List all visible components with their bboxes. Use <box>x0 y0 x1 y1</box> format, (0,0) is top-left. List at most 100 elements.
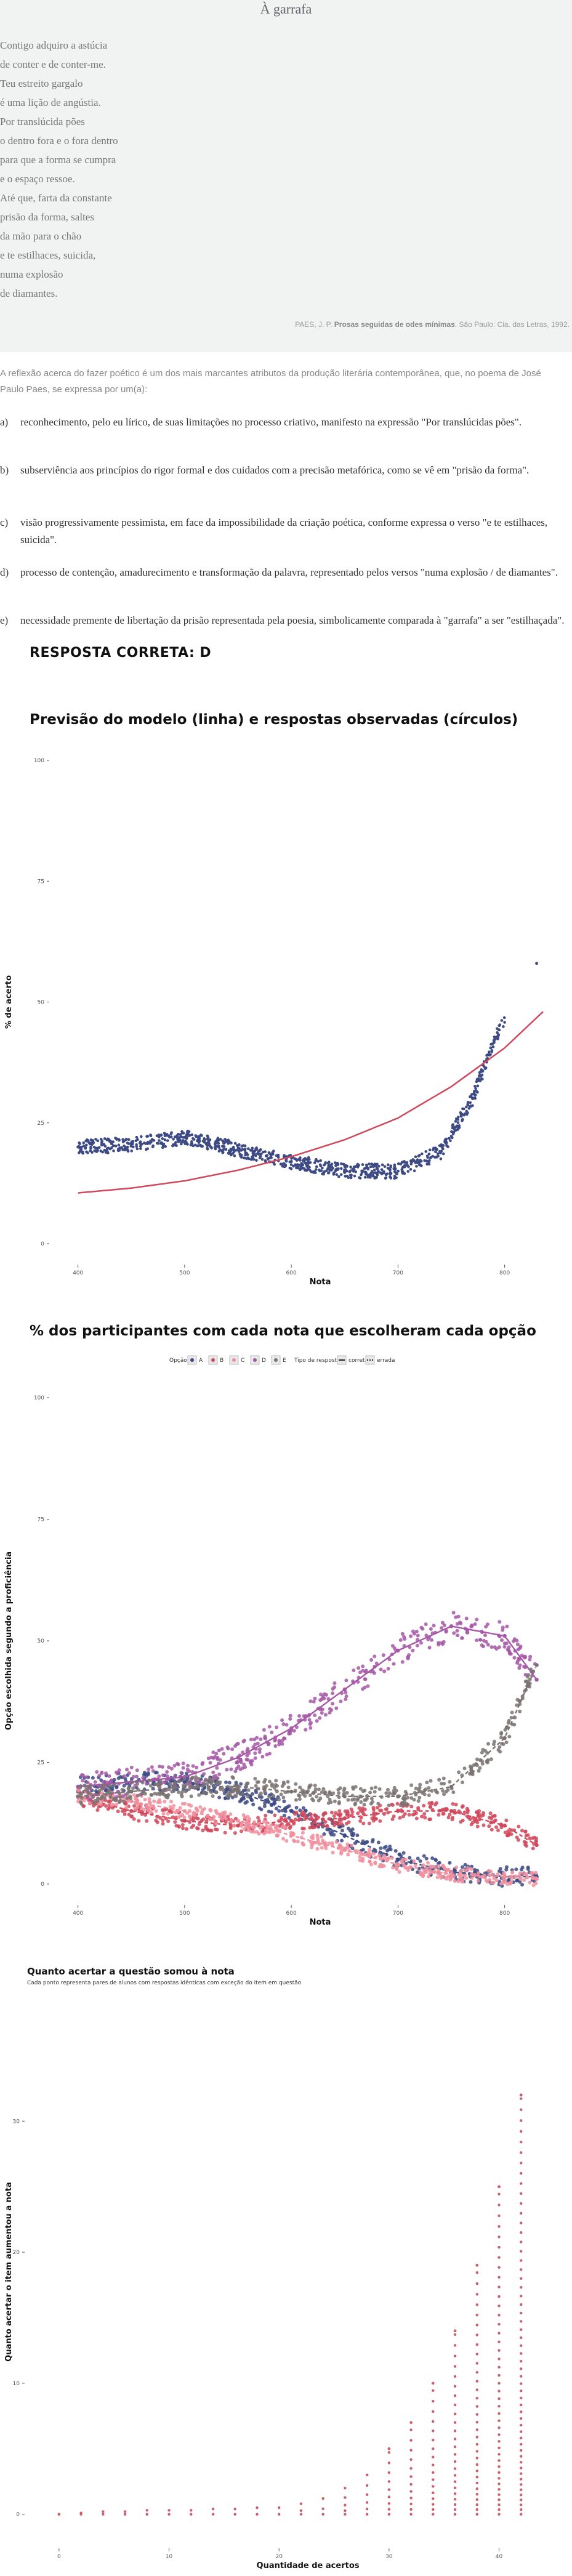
option-e-point <box>384 1791 389 1795</box>
observed-point <box>135 1147 139 1151</box>
increase-point <box>278 2513 281 2516</box>
option-c-point <box>503 1879 507 1883</box>
option-c-point <box>284 1838 289 1843</box>
option-e-point <box>214 1790 218 1794</box>
observed-point <box>299 1156 302 1159</box>
option-a-point <box>238 1800 242 1804</box>
option-e-point <box>489 1757 493 1761</box>
option-d-point <box>270 1730 274 1734</box>
observed-point <box>214 1140 217 1143</box>
option-e-point <box>113 1782 117 1787</box>
option-c-point <box>154 1809 158 1813</box>
observed-point <box>315 1157 318 1161</box>
option-b-point <box>487 1824 491 1829</box>
observed-point <box>435 1148 438 1151</box>
observed-point <box>413 1169 416 1172</box>
observed-point <box>393 1177 396 1180</box>
option-b-point <box>224 1820 228 1824</box>
observed-point <box>497 1034 501 1037</box>
option-e-point <box>442 1792 446 1797</box>
legend-dot-a <box>190 1358 194 1362</box>
option-b-point <box>522 1840 526 1844</box>
observed-point <box>496 1031 499 1034</box>
observed-point <box>116 1148 120 1151</box>
legend-dot-e <box>274 1358 278 1362</box>
increase-point <box>409 2482 413 2486</box>
option-a-line <box>78 1781 536 1878</box>
observed-point <box>476 1084 480 1088</box>
observed-point <box>500 1019 504 1022</box>
observed-point <box>301 1166 305 1170</box>
option-e-point <box>503 1728 507 1732</box>
option-d-point <box>257 1750 262 1754</box>
observed-point <box>207 1141 211 1145</box>
option-e-point <box>441 1776 446 1781</box>
option-e-point <box>255 1780 259 1784</box>
option-e-point <box>164 1793 168 1798</box>
observed-point <box>368 1162 371 1165</box>
option-c-point <box>441 1864 445 1869</box>
option-e-point <box>253 1777 257 1781</box>
y-tick-label: 10 <box>13 2381 20 2387</box>
option-c-point <box>198 1805 203 1809</box>
option-e-point <box>180 1794 184 1798</box>
observed-point <box>158 1139 161 1142</box>
poem-line: de conter e de conter-me. <box>0 58 106 70</box>
poem-line: Por translúcida pões <box>0 116 85 127</box>
option-a-point <box>388 1844 392 1848</box>
option-b-point <box>467 1816 471 1820</box>
option-e-point <box>313 1784 317 1788</box>
option-e-point <box>203 1779 207 1783</box>
option-b-point <box>201 1817 206 1822</box>
option-d-point <box>84 1775 89 1779</box>
increase-point <box>520 2352 523 2355</box>
option-d-point <box>451 1611 456 1615</box>
legend-option-label: E <box>283 1358 286 1364</box>
option-e-point <box>486 1758 490 1762</box>
observed-point <box>480 1077 483 1081</box>
option-e-point <box>99 1797 103 1801</box>
observed-point <box>146 1142 149 1145</box>
observed-point <box>251 1156 254 1159</box>
observed-point <box>335 1173 339 1177</box>
increase-point <box>256 2513 259 2516</box>
option-d-point <box>259 1737 263 1742</box>
observed-point <box>188 1134 191 1137</box>
option-d-point <box>187 1769 191 1773</box>
increase-point <box>409 2475 413 2478</box>
option-e-point <box>320 1790 324 1794</box>
option-d-point <box>277 1742 281 1747</box>
alternative-a: a) reconhecimento, pelo eu lírico, de su… <box>0 414 566 431</box>
option-b-point <box>475 1821 480 1825</box>
option-b-point <box>215 1827 219 1832</box>
observed-point <box>267 1151 271 1154</box>
option-d-point <box>267 1741 271 1745</box>
option-d-point <box>172 1763 177 1768</box>
option-d-point <box>235 1760 240 1765</box>
option-c-point <box>395 1867 399 1872</box>
option-c-point <box>413 1863 417 1867</box>
observed-point <box>323 1162 327 1166</box>
option-e-point <box>211 1794 215 1798</box>
option-d-point <box>512 1637 517 1641</box>
x-axis-title: Quantidade de acertos <box>257 2561 360 2570</box>
option-e-point <box>283 1790 288 1795</box>
observed-point <box>297 1164 301 1167</box>
option-d-point <box>249 1759 253 1763</box>
option-b-point <box>534 1840 539 1844</box>
option-b-point <box>116 1809 120 1814</box>
observed-point <box>484 1066 488 1069</box>
x-tick-label: 10 <box>166 2554 173 2560</box>
legend-option-label: C <box>241 1358 244 1364</box>
option-c-point <box>139 1806 143 1811</box>
option-c-point <box>177 1815 181 1819</box>
observed-point <box>233 1154 236 1157</box>
observed-point <box>186 1143 189 1146</box>
option-e-point <box>351 1785 355 1790</box>
option-e-point <box>462 1766 467 1771</box>
option-e-point <box>286 1780 290 1784</box>
increase-point <box>432 2463 435 2466</box>
observed-point <box>446 1145 449 1148</box>
observed-point <box>140 1135 143 1138</box>
option-d-point <box>366 1684 370 1688</box>
